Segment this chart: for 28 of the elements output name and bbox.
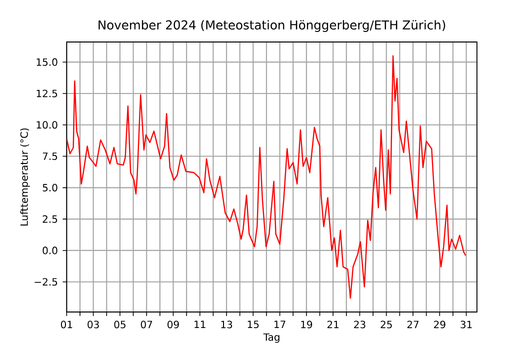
x-tick-label: 05 bbox=[114, 320, 126, 328]
x-tick-label: 09 bbox=[168, 320, 179, 328]
chart-title: November 2024 (Meteostation Hönggerberg/ETH Zürich) bbox=[98, 20, 446, 32]
x-tick-label: 25 bbox=[380, 320, 392, 328]
x-tick-label: 07 bbox=[140, 320, 152, 328]
y-tick-label: 12.5 bbox=[36, 90, 58, 98]
x-tick-label: 01 bbox=[60, 320, 72, 328]
x-tick-label: 11 bbox=[194, 320, 206, 328]
y-tick-label: 10.0 bbox=[36, 121, 58, 129]
x-tick-label: 13 bbox=[221, 320, 232, 328]
y-tick-label: 0.0 bbox=[42, 246, 58, 254]
y-axis-title: Lufttemperatur (°C) bbox=[20, 128, 30, 226]
x-tick-label: 29 bbox=[434, 320, 446, 328]
y-tick-label: 15.0 bbox=[36, 58, 58, 66]
x-tick-label: 15 bbox=[248, 320, 259, 328]
x-tick-label: 31 bbox=[460, 320, 472, 328]
y-tick-label: −2.5 bbox=[34, 278, 58, 286]
line-series bbox=[66, 55, 466, 299]
x-tick-label: 21 bbox=[327, 320, 339, 328]
y-tick-label: 5.0 bbox=[42, 184, 58, 192]
y-tick-label: 2.5 bbox=[42, 215, 58, 223]
x-tick-label: 03 bbox=[88, 320, 99, 328]
x-tick-label: 19 bbox=[301, 320, 312, 328]
x-tick-label: 17 bbox=[274, 320, 286, 328]
y-tick-label: 7.5 bbox=[42, 152, 58, 160]
x-tick-label: 27 bbox=[407, 320, 418, 328]
x-tick-label: 23 bbox=[354, 320, 366, 328]
x-axis-title: Tag bbox=[263, 333, 280, 343]
